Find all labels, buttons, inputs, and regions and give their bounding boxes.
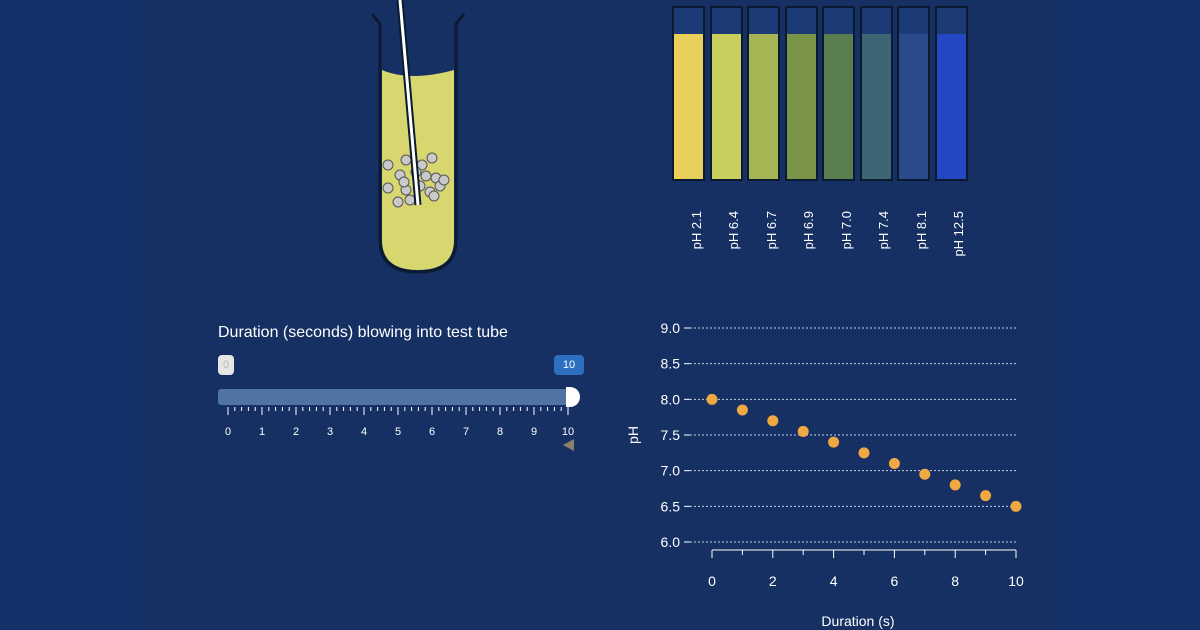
ph-chart: 6.0 6.5 7.0 7.5 8.0 8.5 9.0 0 2 4 6 8 10 Duration (s)… xyxy=(625,320,1024,629)
indicator-label-text: pH 6.4 xyxy=(726,211,741,250)
indicator-label-text: pH 8.1 xyxy=(913,211,929,250)
slider-max-value-bubble: 10 xyxy=(554,355,584,375)
indicator-fill xyxy=(899,34,928,179)
indicator-tube xyxy=(934,6,968,181)
data-point xyxy=(949,479,961,491)
indicator-label-text: pH 12.5 xyxy=(951,211,966,257)
data-point xyxy=(797,425,809,437)
data-point xyxy=(767,415,779,427)
indicator-label: pH 8.1 xyxy=(897,211,930,281)
data-point xyxy=(980,490,992,502)
data-point xyxy=(1010,500,1022,512)
slider-pointer-icon xyxy=(563,439,574,451)
x-tick-label: 0 xyxy=(708,573,716,589)
indicator-label: pH 2.1 xyxy=(672,211,705,281)
indicator-tube xyxy=(822,6,855,181)
indicator-label: pH 7.4 xyxy=(860,211,893,281)
indicator-tube xyxy=(747,6,780,181)
indicator-label-text: pH 7.4 xyxy=(876,211,891,250)
slider-tick-label: 10 xyxy=(562,426,574,438)
x-axis-title: Duration (s) xyxy=(821,613,894,629)
y-tick-label: 6.0 xyxy=(661,534,681,550)
slider-ticks: 0 1 2 3 4 5 6 7 8 9 10 xyxy=(225,407,574,451)
slider-tick-label: 8 xyxy=(497,426,503,438)
test-tube-glass xyxy=(370,13,466,274)
slider-min-value-bubble: 0 xyxy=(218,355,234,375)
indicator-fill xyxy=(824,34,853,179)
duration-slider-track[interactable] xyxy=(218,389,578,405)
indicator-label: pH 6.7 xyxy=(747,211,780,281)
bubbles-group xyxy=(382,152,450,208)
indicator-label: pH 6.4 xyxy=(710,211,743,281)
indicator-label-text: pH 7.0 xyxy=(838,211,854,250)
slider-tick-label: 4 xyxy=(361,426,367,438)
x-tick-label: 10 xyxy=(1008,573,1024,589)
indicator-fill xyxy=(711,34,741,179)
slider-tick-label: 1 xyxy=(259,426,265,438)
indicator-label: pH 7.0 xyxy=(822,211,855,281)
indicator-fill xyxy=(861,34,891,179)
data-point xyxy=(888,458,900,470)
indicator-tube xyxy=(709,6,743,181)
slider-tick-label: 5 xyxy=(395,426,401,438)
indicator-fill xyxy=(749,34,778,179)
y-tick-label: 7.5 xyxy=(661,427,681,443)
slider-tick-label: 0 xyxy=(225,426,231,438)
x-tick-label: 6 xyxy=(891,573,899,589)
indicator-fill xyxy=(674,34,703,179)
indicator-fill xyxy=(786,34,816,179)
indicator-tube xyxy=(897,6,930,181)
slider-tick-label: 7 xyxy=(463,426,469,438)
x-tick-label: 4 xyxy=(830,573,838,589)
indicator-label: pH 6.9 xyxy=(785,211,818,281)
y-axis-title: pH xyxy=(625,426,641,444)
indicator-label-text: pH 2.1 xyxy=(688,211,704,250)
data-point xyxy=(858,447,870,459)
test-tube-illustration xyxy=(370,0,466,274)
data-point xyxy=(919,468,931,480)
duration-slider-handle[interactable] xyxy=(566,387,580,407)
indicator-label: pH 12.5 xyxy=(935,211,968,281)
slider-tick-label: 3 xyxy=(327,426,333,438)
indicator-label-text: pH 6.7 xyxy=(763,211,779,250)
slider-tick-label: 2 xyxy=(293,426,299,438)
data-point xyxy=(706,393,718,405)
y-tick-label: 6.5 xyxy=(661,498,681,514)
indicator-fill xyxy=(936,34,966,179)
slider-title: Duration (seconds) blowing into test tub… xyxy=(218,324,508,341)
indicator-tube xyxy=(859,6,893,181)
indicator-tube xyxy=(672,6,705,181)
indicator-label-text: pH 6.9 xyxy=(801,211,816,250)
data-point xyxy=(828,436,840,448)
y-tick-label: 7.0 xyxy=(661,463,681,479)
y-tick-label: 8.5 xyxy=(661,356,681,372)
slider-tick-label: 9 xyxy=(531,426,537,438)
data-point xyxy=(736,404,748,416)
indicator-tube xyxy=(784,6,818,181)
y-tick-label: 8.0 xyxy=(661,391,681,407)
x-tick-label: 8 xyxy=(951,573,959,589)
y-tick-label: 9.0 xyxy=(661,320,681,336)
x-tick-label: 2 xyxy=(769,573,777,589)
slider-tick-label: 6 xyxy=(429,426,435,438)
ph-indicator-scale: pH 2.1 pH 6.4 pH 6.7 pH 6.9 pH 7.0 pH 7.4 pH 8… xyxy=(672,6,972,276)
